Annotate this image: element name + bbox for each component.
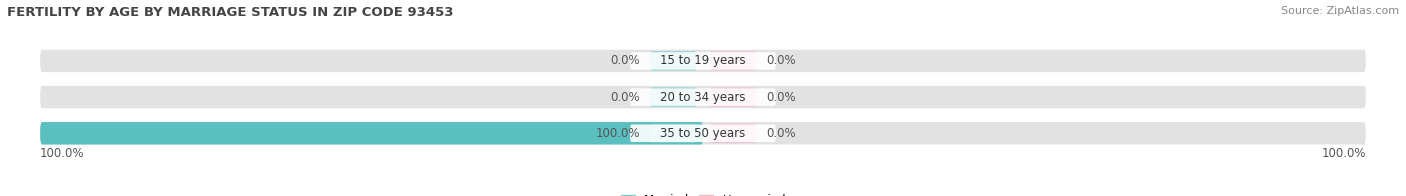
- Text: 35 to 50 years: 35 to 50 years: [661, 127, 745, 140]
- Legend: Married, Unmarried: Married, Unmarried: [616, 190, 790, 196]
- FancyBboxPatch shape: [710, 51, 756, 70]
- FancyBboxPatch shape: [630, 124, 776, 142]
- Text: 0.0%: 0.0%: [766, 127, 796, 140]
- FancyBboxPatch shape: [41, 50, 1365, 72]
- Text: 15 to 19 years: 15 to 19 years: [661, 54, 745, 67]
- Text: Source: ZipAtlas.com: Source: ZipAtlas.com: [1281, 6, 1399, 16]
- Text: 0.0%: 0.0%: [766, 91, 796, 104]
- FancyBboxPatch shape: [710, 88, 756, 107]
- FancyBboxPatch shape: [650, 124, 696, 143]
- Text: 100.0%: 100.0%: [41, 147, 84, 160]
- FancyBboxPatch shape: [41, 122, 1365, 144]
- Text: 0.0%: 0.0%: [766, 54, 796, 67]
- Text: 0.0%: 0.0%: [610, 91, 640, 104]
- Text: 100.0%: 100.0%: [1322, 147, 1365, 160]
- FancyBboxPatch shape: [710, 124, 756, 143]
- Text: FERTILITY BY AGE BY MARRIAGE STATUS IN ZIP CODE 93453: FERTILITY BY AGE BY MARRIAGE STATUS IN Z…: [7, 6, 454, 19]
- FancyBboxPatch shape: [630, 88, 776, 106]
- FancyBboxPatch shape: [650, 51, 696, 70]
- FancyBboxPatch shape: [650, 88, 696, 107]
- FancyBboxPatch shape: [630, 52, 776, 70]
- Text: 100.0%: 100.0%: [596, 127, 640, 140]
- Text: 20 to 34 years: 20 to 34 years: [661, 91, 745, 104]
- FancyBboxPatch shape: [41, 86, 1365, 108]
- FancyBboxPatch shape: [41, 122, 703, 144]
- Text: 0.0%: 0.0%: [610, 54, 640, 67]
